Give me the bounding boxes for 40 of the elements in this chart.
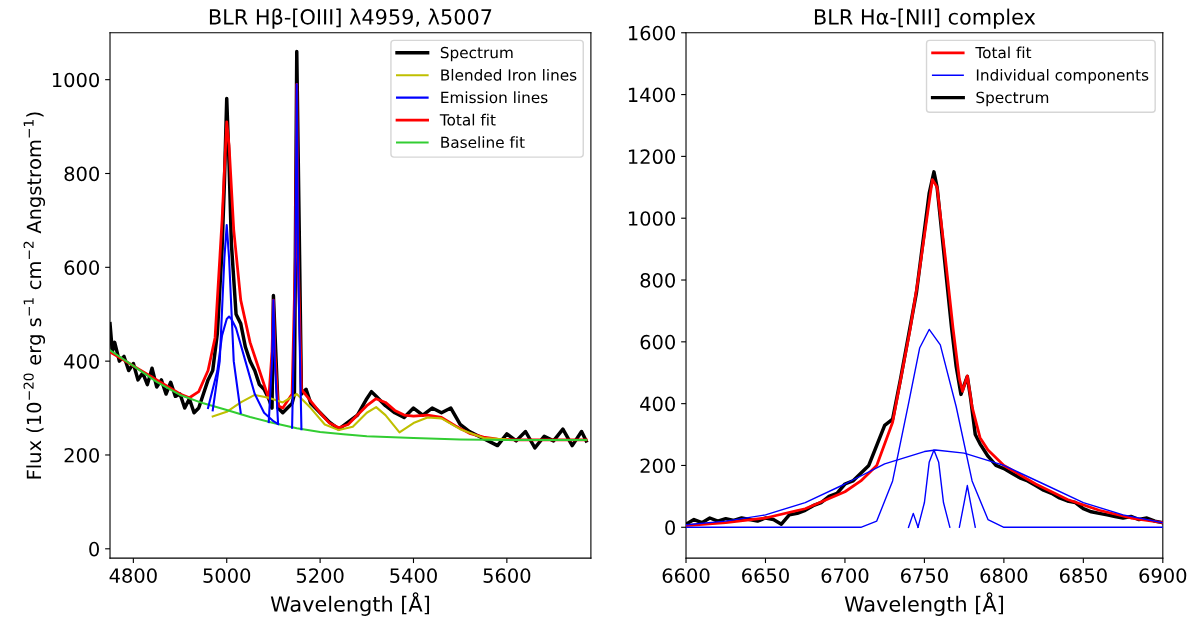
y-tick-label: 1600: [628, 25, 675, 41]
y-tick-label: 1000: [628, 211, 675, 226]
x-axis-title: Wavelength [Å]: [270, 592, 430, 616]
x-tick-label: 5600: [483, 568, 531, 583]
x-tick-label: 6900: [1139, 568, 1187, 583]
legend-label: Total fit: [975, 46, 1032, 59]
y-tick-label: 1000: [52, 72, 99, 88]
x-axis-title: Wavelength [Å]: [844, 592, 1003, 616]
chart-title: BLR Hα-[NII] complex: [814, 8, 1036, 29]
y-tick-label: 0: [89, 541, 99, 557]
x-tick-label: 6600: [662, 568, 710, 583]
x-tick-label: 5400: [390, 568, 437, 583]
text: Flux (10$^{−20}$ erg s$^{−1}$ cm$^{−2}$ Angstrom$^{−1}$): [23, 112, 46, 479]
legend-label: Baseline fit: [441, 136, 525, 149]
chart-title: BLR Hβ-[OIII] λ4959, λ5007: [209, 8, 492, 29]
legend-label: Spectrum: [976, 91, 1049, 107]
legend-label: Emission lines: [441, 91, 548, 104]
x-tick-label: 6800: [980, 568, 1028, 583]
y-tick-label: 800: [64, 166, 99, 182]
y-tick-label: 400: [640, 396, 675, 412]
legend-label: Individual components: [976, 68, 1149, 84]
legend-label: Blended Iron lines: [441, 68, 577, 81]
x-tick-label: 6700: [821, 568, 869, 583]
y-tick-label: 1200: [628, 149, 675, 165]
y-tick-label: 200: [640, 458, 675, 474]
legend-label: Total fit: [439, 113, 496, 126]
y-tick-label: 400: [64, 354, 99, 369]
x-tick-label: 5000: [203, 568, 251, 583]
x-tick-label: 5200: [296, 568, 344, 583]
y-tick-label: 600: [640, 334, 675, 350]
y-tick-label: 800: [640, 272, 675, 288]
y-tick-label: 1400: [628, 87, 675, 103]
y-tick-label: 0: [665, 520, 675, 535]
x-tick-label: 6650: [742, 568, 789, 583]
x-tick-label: 4800: [109, 568, 157, 583]
x-tick-label: 6850: [1059, 568, 1107, 583]
x-tick-label: 6750: [901, 568, 948, 583]
y-tick-label: 200: [64, 447, 99, 463]
legend-label: Spectrum: [440, 46, 513, 62]
y-tick-label: 600: [64, 260, 99, 275]
